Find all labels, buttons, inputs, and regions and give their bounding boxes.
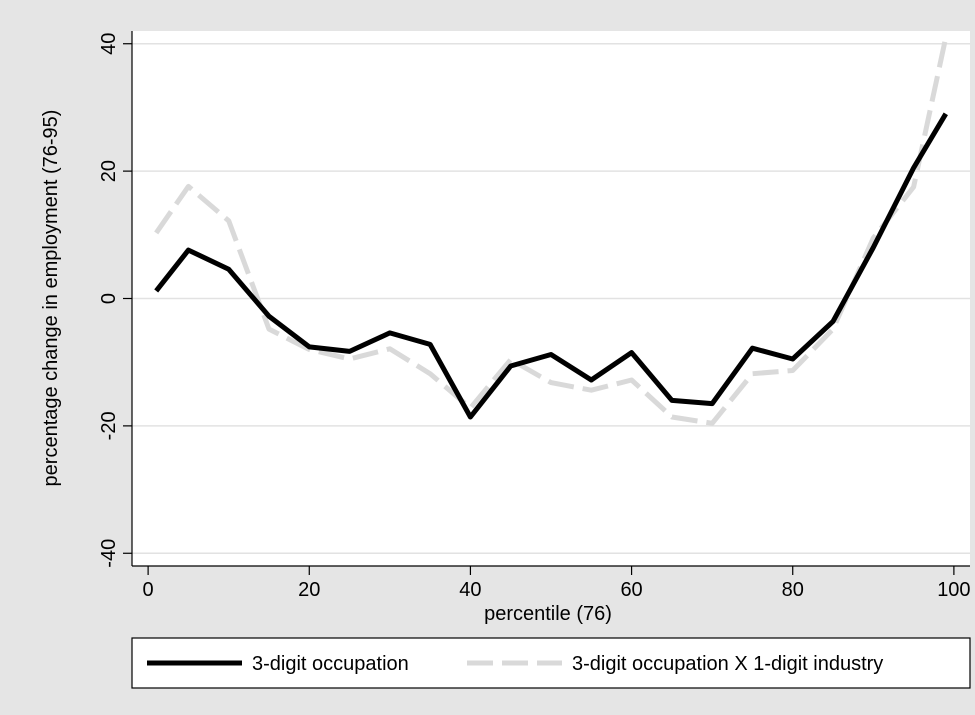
y-ticks: -40 -20 0 20 40 xyxy=(98,33,132,568)
series-lines xyxy=(154,36,949,426)
series-line-1 xyxy=(154,112,948,420)
y-tick-label: -40 xyxy=(98,539,120,568)
x-axis-label: percentile (76) xyxy=(484,603,612,625)
y-axis-label: percentage change in employment (76-95) xyxy=(40,110,62,487)
x-tick-label: 100 xyxy=(937,579,970,601)
y-tick-label: 20 xyxy=(98,160,120,182)
series-line-2 xyxy=(154,36,949,426)
gridlines xyxy=(132,42,970,555)
legend-label-series-2: 3-digit occupation X 1-digit industry xyxy=(572,653,883,675)
x-tick-label: 80 xyxy=(782,579,804,601)
y-tick-label: -20 xyxy=(98,411,120,440)
legend: 3-digit occupation 3-digit occupation X … xyxy=(131,637,971,689)
x-tick-label: 20 xyxy=(298,579,320,601)
y-tick-label: 0 xyxy=(98,293,120,304)
y-tick-label: 40 xyxy=(98,33,120,55)
x-tick-label: 40 xyxy=(459,579,481,601)
x-tick-label: 60 xyxy=(620,579,642,601)
x-ticks: 0 20 40 60 80 100 xyxy=(143,566,971,601)
x-tick-label: 0 xyxy=(143,579,154,601)
legend-label-series-1: 3-digit occupation xyxy=(252,653,409,675)
